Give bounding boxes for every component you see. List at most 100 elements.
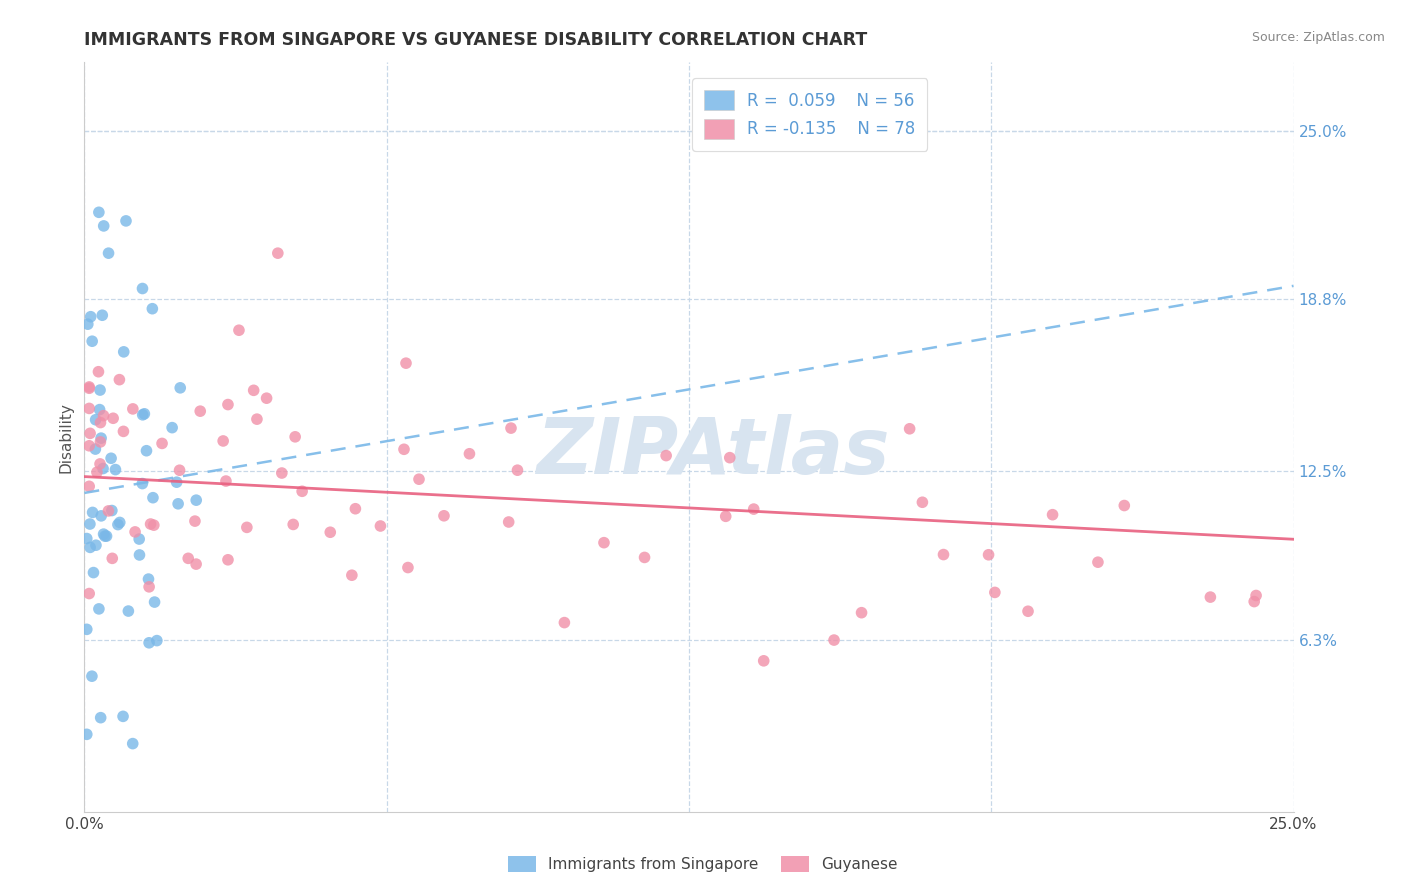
Point [217,553,239,567]
Point [79,426,101,441]
Point [718,450,741,465]
Point [1087,555,1109,569]
Point [138,572,160,586]
Point [246,412,269,426]
Point [131,281,153,295]
Point [135,443,157,458]
Point [97,246,120,260]
Point [408,472,430,486]
Point [82,505,104,519]
Point [212,434,235,448]
Point [131,408,153,422]
Point [112,425,135,439]
Point [94,529,117,543]
Point [593,535,616,549]
Point [93,409,115,423]
Point [977,548,1000,562]
Point [146,633,169,648]
Point [139,516,162,531]
Point [1244,589,1267,603]
Point [344,501,367,516]
Point [82,566,104,580]
Point [236,520,259,534]
Point [270,466,292,480]
Point [91,461,114,475]
Y-axis label: Disability: Disability [58,401,73,473]
Point [115,214,138,228]
Point [87,602,110,616]
Point [143,595,166,609]
Point [1017,604,1039,618]
Point [553,615,575,630]
Point [101,411,124,425]
Point [108,373,131,387]
Point [89,416,111,430]
Point [93,527,115,541]
Point [714,509,737,524]
Point [96,529,118,543]
Point [89,402,111,417]
Point [108,516,131,530]
Point [396,560,419,574]
Point [166,475,188,490]
Point [93,219,115,233]
Point [80,310,103,324]
Point [142,518,165,533]
Point [131,476,153,491]
Point [77,380,100,394]
Point [76,727,98,741]
Point [169,381,191,395]
Point [79,541,101,555]
Point [395,356,418,370]
Point [100,451,122,466]
Point [84,538,107,552]
Point [392,442,415,457]
Point [932,548,955,562]
Point [141,301,163,316]
Point [1114,499,1136,513]
Legend: Immigrants from Singapore, Guyanese: Immigrants from Singapore, Guyanese [501,848,905,880]
Point [128,548,150,562]
Point [76,623,98,637]
Point [112,344,135,359]
Point [128,532,150,546]
Point [458,447,481,461]
Point [104,462,127,476]
Point [77,586,100,600]
Point [911,495,934,509]
Point [117,604,139,618]
Point [89,457,111,471]
Point [1243,594,1265,608]
Point [898,422,921,436]
Point [267,246,290,260]
Point [752,654,775,668]
Text: ZIPAtlas: ZIPAtlas [536,414,890,490]
Point [87,205,110,219]
Point [498,515,520,529]
Point [107,517,129,532]
Point [228,323,250,337]
Point [79,516,101,531]
Point [160,420,183,434]
Point [186,493,208,508]
Point [90,431,112,445]
Point [633,550,655,565]
Point [90,711,112,725]
Point [851,606,873,620]
Point [256,391,278,405]
Point [142,491,165,505]
Point [84,442,107,456]
Point [101,503,124,517]
Point [340,568,363,582]
Point [506,463,529,477]
Point [177,551,200,566]
Point [138,636,160,650]
Point [742,502,765,516]
Point [184,557,207,571]
Point [112,709,135,723]
Point [1042,508,1064,522]
Point [121,401,143,416]
Point [84,413,107,427]
Point [80,669,103,683]
Point [90,508,112,523]
